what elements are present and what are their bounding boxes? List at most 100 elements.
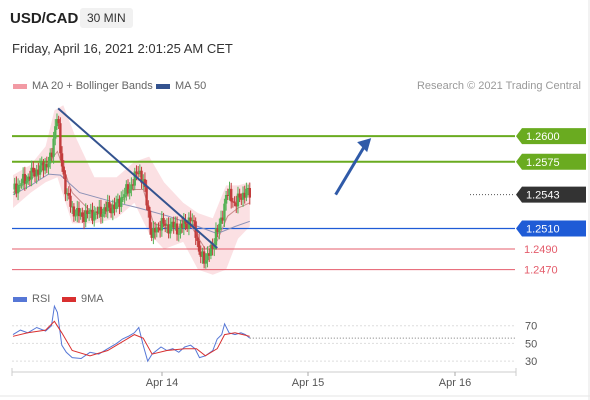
current-price-text: 1.2543 xyxy=(526,190,560,202)
candle-body xyxy=(54,126,57,139)
candle-body xyxy=(30,167,33,180)
candle-body xyxy=(72,206,76,217)
candle-body xyxy=(130,184,133,190)
candle-body xyxy=(74,215,77,217)
candle-body xyxy=(62,166,65,175)
candle-body xyxy=(86,210,89,214)
level-label-1.2470: 1.2470 xyxy=(524,265,558,277)
candle-body xyxy=(27,176,30,181)
candle-body xyxy=(248,188,251,198)
candle-body xyxy=(21,173,25,184)
candle-body xyxy=(43,163,47,171)
rsi-tick-label: 30 xyxy=(525,356,537,368)
rsi-tick-label: 50 xyxy=(525,338,537,350)
candle-body xyxy=(228,188,231,196)
candle-body xyxy=(148,210,152,229)
candle-body xyxy=(229,188,233,202)
candle-body xyxy=(64,174,67,195)
candle-body xyxy=(67,192,71,196)
candle-body xyxy=(208,253,211,256)
candle-body xyxy=(104,207,108,212)
candle-body xyxy=(160,218,164,231)
candle-body xyxy=(197,240,201,252)
candle-body xyxy=(150,228,153,238)
candle-body xyxy=(143,179,147,187)
projection-arrow-head-icon xyxy=(357,138,372,153)
candle-body xyxy=(240,197,243,200)
legend-ma50-label: MA 50 xyxy=(175,80,207,92)
candle-body xyxy=(191,220,194,222)
candle-body xyxy=(174,223,177,228)
candle-body xyxy=(131,184,135,186)
candle-body xyxy=(165,224,169,226)
x-tick-label: Apr 15 xyxy=(292,377,324,389)
candle-body xyxy=(101,214,104,217)
level-tag-bg xyxy=(516,153,586,170)
candle-body xyxy=(116,198,120,203)
candles xyxy=(13,113,251,269)
candle-body xyxy=(170,221,174,225)
candle-body xyxy=(32,167,35,173)
candle-body xyxy=(238,193,241,198)
candle-body xyxy=(177,233,180,235)
candle-body xyxy=(202,251,206,264)
candle-body xyxy=(121,196,125,198)
candle-body xyxy=(201,251,204,257)
candle-body xyxy=(71,206,74,208)
candle-body xyxy=(16,184,20,194)
candle-body xyxy=(172,221,175,228)
candle-body xyxy=(155,227,158,233)
candle-body xyxy=(206,253,209,261)
candle-body xyxy=(50,152,54,157)
candle-body xyxy=(108,201,111,208)
candle-body xyxy=(243,192,246,198)
candle-body xyxy=(214,228,218,246)
candle-body xyxy=(103,207,106,215)
candle-body xyxy=(125,184,128,195)
candle-body xyxy=(106,201,109,212)
candle-body xyxy=(135,171,138,174)
candle-body xyxy=(96,211,99,214)
candle-body xyxy=(87,211,91,214)
candle-body xyxy=(184,220,187,224)
current-price-bg xyxy=(516,186,586,203)
level-label-1.2490: 1.2490 xyxy=(524,244,558,256)
legend-rsi: RSI xyxy=(13,293,50,305)
level-tag-text: 1.2510 xyxy=(526,224,560,236)
candle-body xyxy=(84,210,87,222)
candle-body xyxy=(153,228,157,233)
timeframe-badge[interactable]: 30 MIN xyxy=(80,8,133,28)
candle-body xyxy=(33,172,37,177)
legend-bollinger: MA 20 + Bollinger Bands xyxy=(13,80,153,92)
candle-body xyxy=(123,194,126,197)
candle-body xyxy=(147,205,150,211)
candle-body xyxy=(59,123,62,154)
series-RSI xyxy=(12,304,251,363)
level-tag-bg xyxy=(516,220,586,237)
candle-body xyxy=(99,206,103,217)
candle-body xyxy=(109,207,113,214)
candle-body xyxy=(28,176,32,180)
ma9-swatch-icon xyxy=(62,296,76,302)
legend-bollinger-label: MA 20 + Bollinger Bands xyxy=(32,80,153,92)
x-tick-label: Apr 14 xyxy=(146,377,178,389)
candle-body xyxy=(189,217,192,221)
candle-body xyxy=(162,218,165,224)
level-tag-1.2600: 1.2600 xyxy=(516,128,586,145)
candle-body xyxy=(175,223,179,235)
candle-body xyxy=(223,203,226,221)
candle-body xyxy=(49,152,52,164)
candle-body xyxy=(118,198,121,207)
candle-body xyxy=(211,244,214,250)
candle-body xyxy=(199,251,202,257)
x-tick-label: Apr 16 xyxy=(439,377,471,389)
candle-body xyxy=(128,189,131,194)
ma50-swatch-icon xyxy=(156,83,170,89)
candle-body xyxy=(224,194,228,204)
candle-body xyxy=(55,119,59,127)
candle-body xyxy=(245,188,248,198)
candle-body xyxy=(136,173,140,175)
bollinger-swatch-icon xyxy=(13,83,27,89)
